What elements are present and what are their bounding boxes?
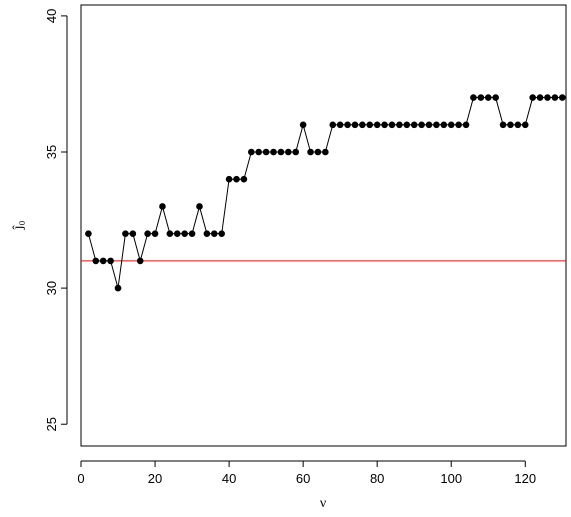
y-axis: 25 30 35 40 (44, 9, 68, 431)
data-point (144, 230, 151, 237)
data-point (114, 284, 122, 292)
data-point (544, 94, 551, 101)
data-point (255, 148, 263, 156)
data-point (210, 230, 218, 237)
data-point (396, 121, 403, 129)
data-point (292, 148, 300, 156)
data-point (433, 121, 440, 129)
x-axis: 0 20 40 60 80 100 120 (77, 460, 536, 486)
data-point (484, 94, 492, 101)
data-point (270, 148, 277, 156)
data-point (151, 230, 159, 237)
data-point (558, 94, 566, 101)
x-tick-label: 40 (222, 471, 236, 486)
data-point (514, 121, 522, 129)
data-point (285, 148, 292, 156)
data-point (136, 257, 144, 265)
data-point (425, 121, 433, 129)
data-point (203, 230, 211, 237)
data-point (99, 257, 107, 265)
plot-frame (80, 4, 567, 447)
series-layer (85, 94, 566, 292)
x-tick-label: 80 (370, 471, 384, 486)
data-point (314, 148, 322, 156)
x-tick-label: 60 (296, 471, 310, 486)
data-point (240, 175, 248, 183)
data-point (218, 230, 225, 237)
data-point (410, 121, 418, 129)
data-point (322, 148, 329, 156)
data-point (477, 94, 485, 101)
y-axis-title: ĵ₀ (11, 221, 26, 231)
series-line (87, 97, 563, 289)
data-point (455, 121, 462, 129)
data-point (418, 121, 425, 129)
x-axis-title: ν (320, 496, 326, 511)
data-point (388, 121, 396, 129)
data-point (166, 230, 174, 237)
data-point (129, 230, 137, 237)
data-point (529, 94, 536, 101)
data-point (85, 230, 92, 237)
data-point (536, 94, 544, 101)
data-point (521, 121, 529, 129)
data-point (440, 121, 448, 129)
data-point (225, 175, 233, 183)
data-point (336, 121, 344, 129)
data-point (447, 121, 455, 129)
y-tick-label: 40 (44, 9, 59, 23)
data-point (248, 148, 255, 156)
data-point (299, 121, 307, 129)
data-point (181, 230, 188, 237)
x-tick-label: 20 (148, 471, 162, 486)
data-point (470, 94, 477, 101)
data-point (107, 257, 114, 265)
data-point (462, 121, 470, 129)
data-point (122, 230, 129, 237)
x-tick-label: 120 (514, 471, 536, 486)
data-point (196, 203, 203, 210)
y-tick-label: 30 (44, 281, 59, 295)
data-point (373, 121, 381, 129)
data-point (492, 94, 499, 101)
data-point (262, 148, 270, 156)
y-tick-label: 35 (44, 145, 59, 159)
data-point (277, 148, 285, 156)
data-point (344, 121, 351, 129)
x-tick-label: 100 (440, 471, 462, 486)
data-point (359, 121, 366, 129)
data-point (507, 121, 514, 129)
data-point (329, 121, 337, 129)
data-point (159, 203, 166, 210)
data-point (233, 175, 240, 183)
data-point (499, 121, 507, 129)
data-point (366, 121, 374, 129)
data-point (381, 121, 388, 129)
y-tick-label: 25 (44, 417, 59, 431)
data-point (307, 148, 314, 156)
data-point (188, 230, 196, 237)
data-point (551, 94, 559, 101)
data-point (403, 121, 411, 129)
data-point (92, 257, 100, 265)
data-point (173, 230, 181, 237)
x-tick-label: 0 (77, 471, 84, 486)
data-point (351, 121, 359, 129)
